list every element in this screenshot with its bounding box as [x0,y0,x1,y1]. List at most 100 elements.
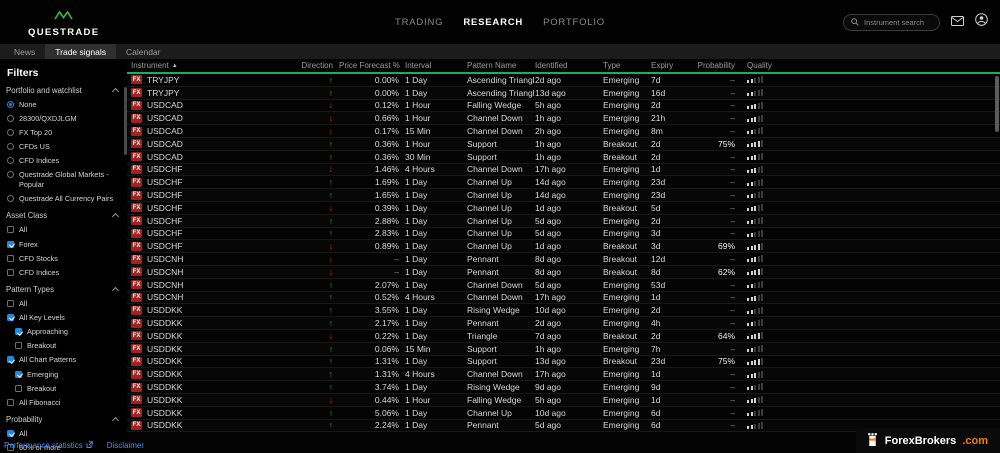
signal-row[interactable]: FX USDCHF ↑ 2.88% 1 Day Channel Up 5d ago Emerg… [127,214,1000,228]
filter-option[interactable]: CFDs US [7,142,122,151]
filter-option[interactable]: 28300/QXDJLGM [7,114,122,123]
signal-row[interactable]: FX USDCAD ↓ 0.66% 1 Hour Channel Down 1h ago Em… [127,112,1000,126]
checkbox-checked[interactable] [7,314,14,322]
signal-row[interactable]: FX USDDKK ↓ 0.22% 1 Day Triangle 7d ago Breakou… [127,330,1000,343]
checkbox-checked[interactable] [15,370,22,378]
column-header-direction[interactable]: Direction [277,61,339,70]
filter-option[interactable]: Questrade Global Markets - Popular [7,170,122,189]
mail-icon[interactable] [951,13,964,31]
nav-item-research[interactable]: RESEARCH [463,16,524,28]
questrade-logo[interactable]: QUESTRADE [28,7,99,38]
filter-option[interactable]: CFD Stocks [7,254,122,263]
filter-option[interactable]: All [7,225,122,234]
checkbox-unchecked[interactable] [15,342,22,350]
column-header-instrument[interactable]: Instrument ▲ [127,61,277,70]
filter-option[interactable]: Approaching [15,327,122,336]
search-input[interactable] [864,17,932,27]
price-forecast-cell: 1.31% [374,356,399,367]
radio-unchecked[interactable] [7,157,14,165]
signal-row[interactable]: FX USDCHF ↑ 1.69% 1 Day Channel Up 14d ago Emer… [127,176,1000,190]
checkbox-unchecked[interactable] [7,226,14,234]
disclaimer-link[interactable]: Disclaimer [107,441,144,450]
filter-option[interactable]: Breakout [15,384,122,393]
column-header-identified[interactable]: Identified [535,61,603,70]
signal-row[interactable]: FX USDDKK ↑ 3.55% 1 Day Rising Wedge 10d ago Em… [127,304,1000,318]
chevron-up-icon[interactable] [111,87,120,96]
radio-unchecked[interactable] [7,115,14,123]
filter-option[interactable]: All [7,429,122,438]
signal-row[interactable]: FX USDDKK ↓ 0.44% 1 Hour Falling Wedge 5h ago E… [127,393,1000,407]
signal-row[interactable]: FX USDCNH ↓ –1 Day Pennant 8d ago Breakout 12d – [127,253,1000,266]
radio-unchecked[interactable] [7,194,14,202]
column-header-probability[interactable]: Probability [696,61,741,70]
signal-row[interactable]: FX USDCNH ↓ –1 Day Pennant 8d ago Breakout 8d 62… [127,265,1000,279]
chevron-up-icon[interactable] [111,213,120,221]
column-header-interval[interactable]: Interval [401,61,467,70]
signal-row[interactable]: FX USDDKK ↑ 5.06% 1 Day Channel Up 10d ago Emer… [127,407,1000,420]
filter-option[interactable]: Questrade All Currency Pairs [7,194,122,203]
signal-row[interactable]: FX USDCNH ↑ 2.07% 1 Day Channel Down 5d ago Eme… [127,279,1000,292]
signal-row[interactable]: FX USDDKK ↑ 1.31% 1 Day Support 13d ago Breakou… [127,356,1000,369]
signal-row[interactable]: FX USDDKK ↑ 0.06% 15 Min Support 1h ago Emergin… [127,342,1000,356]
nav-item-portfolio[interactable]: PORTFOLIO [543,16,606,28]
filter-option[interactable]: All Chart Patterns [7,355,122,364]
instrument-search[interactable] [843,13,940,31]
column-header-pattern-name[interactable]: Pattern Name [467,61,535,70]
checkbox-checked[interactable] [7,356,14,364]
filter-option[interactable]: All Fibonacci [7,398,122,407]
filter-option[interactable]: CFD Indices [7,268,122,277]
chevron-up-icon[interactable] [111,287,120,295]
signal-row[interactable]: FX USDDKK ↑ 2.17% 1 Day Pennant 2d ago Emerging… [127,317,1000,330]
nav-item-trading[interactable]: TRADING [394,16,444,28]
radio-unchecked[interactable] [7,143,14,151]
column-header-expiry[interactable]: Expiry [651,61,696,70]
column-header-quality[interactable]: Quality [741,61,799,70]
radio-unchecked[interactable] [7,171,14,179]
filter-option[interactable]: 60% or more [7,443,122,452]
signal-row[interactable]: FX USDCHF ↑ 2.83% 1 Day Channel Up 5d ago Emerg… [127,228,1000,241]
filter-option[interactable]: None [7,100,122,109]
signal-row[interactable]: FX USDCHF ↓ 0.39% 1 Day Channel Up 1d ago Break… [127,202,1000,215]
signal-row[interactable]: FX TRYJPY ↑ 0.00% 1 Day Ascending Triangle 13d… [127,86,1000,100]
checkbox-checked[interactable] [7,430,14,438]
tab-calendar[interactable]: Calendar [125,46,161,57]
chevron-up-icon[interactable] [111,417,120,425]
radio-unchecked[interactable] [7,129,14,137]
signal-row[interactable]: FX USDCHF ↓ 1.46% 4 Hours Channel Down 17h ago… [127,163,1000,177]
filter-option[interactable]: All [7,299,122,308]
filter-option[interactable]: FX Top 20 [7,128,122,137]
filter-option[interactable]: Emerging [15,370,122,379]
checkbox-unchecked[interactable] [7,398,14,406]
performance-statistics-link[interactable]: Performance statistics [4,441,93,450]
table-scrollbar[interactable] [995,76,999,132]
signal-row[interactable]: FX TRYJPY ↑ 0.00% 1 Day Ascending Triangle 2d … [127,74,1000,87]
account-icon[interactable] [975,13,988,31]
tab-news[interactable]: News [14,46,36,57]
signal-row[interactable]: FX USDDKK ↑ 2.24% 1 Day Pennant 5d ago Emerging… [127,419,1000,433]
signal-row[interactable]: FX USDCAD ↑ 0.36% 1 Hour Support 1h ago Breakou… [127,137,1000,151]
checkbox-checked[interactable] [7,240,14,248]
column-header-type[interactable]: Type [603,61,651,70]
checkbox-unchecked[interactable] [7,254,14,262]
signal-row[interactable]: FX USDCNH ↑ 0.52% 4 Hours Channel Down 17h ago… [127,291,1000,305]
filter-option[interactable]: CFD Indices [7,156,122,165]
column-header-price-forecast-[interactable]: Price Forecast % [339,61,401,70]
checkbox-unchecked[interactable] [7,300,14,308]
signal-row[interactable]: FX USDCAD ↑ 0.36% 30 Min Support 1h ago Breakou… [127,151,1000,164]
checkbox-unchecked[interactable] [7,268,14,276]
filter-option[interactable]: Breakout [15,341,122,350]
signal-row[interactable]: FX USDDKK ↑ 3.74% 1 Day Rising Wedge 9d ago Eme… [127,381,1000,394]
radio-checked[interactable] [7,101,14,108]
signal-row[interactable]: FX USDCAD ↓ 0.17% 15 Min Channel Down 2h ago Em… [127,125,1000,138]
signal-row[interactable]: FX USDCHF ↑ 1.65% 1 Day Channel Up 14d ago Emer… [127,189,1000,202]
signal-row[interactable]: FX USDDKK ↑ 1.31% 4 Hours Channel Down 17h ago… [127,368,1000,382]
checkbox-unchecked[interactable] [15,384,22,392]
sidebar-scrollbar[interactable] [124,87,127,155]
signal-row[interactable]: FX USDCAD ↓ 0.12% 1 Hour Falling Wedge 5h ago E… [127,100,1000,113]
signal-row[interactable]: FX USDCHF ↓ 0.89% 1 Day Channel Up 1d ago Break… [127,240,1000,254]
filter-option[interactable]: Forex [7,240,122,249]
checkbox-checked[interactable] [15,328,22,336]
filter-option[interactable]: All Key Levels [7,313,122,322]
checkbox-unchecked[interactable] [7,444,14,452]
tab-trade-signals[interactable]: Trade signals [45,44,116,59]
